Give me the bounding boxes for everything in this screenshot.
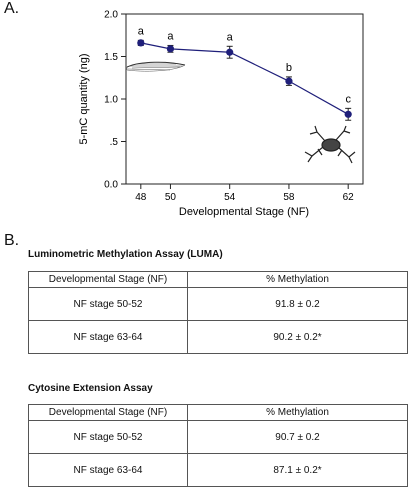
- data-point: [285, 77, 293, 85]
- y-tick-label: .5: [110, 137, 119, 148]
- y-tick-label: 1.5: [104, 52, 118, 63]
- plot-frame: [125, 13, 364, 185]
- panel-b-label: B.: [4, 232, 20, 249]
- significance-letter: a: [167, 30, 174, 42]
- column-header-stage: Developmental Stage (NF): [28, 271, 188, 288]
- series-line: [140, 42, 349, 115]
- methylation-cell: 90.7 ± 0.2: [187, 420, 408, 454]
- x-tick-label: 62: [343, 192, 355, 203]
- luma-title: Luminometric Methylation Assay (LUMA): [28, 249, 223, 260]
- stage-cell: NF stage 50-52: [28, 287, 188, 321]
- stage-cell: NF stage 63-64: [28, 453, 188, 487]
- data-point: [226, 48, 234, 56]
- data-point: [137, 39, 145, 47]
- froglet-illustration: [304, 125, 356, 164]
- cea-title: Cytosine Extension Assay: [28, 383, 153, 394]
- table-row: NF stage 63-64 90.2 ± 0.2*: [28, 320, 408, 354]
- x-axis-ticks: 48 50 54 58 62: [135, 184, 354, 203]
- methylation-chart: 0.0 .5 1.0 1.5 2.0 48 50 54 58 62 a a a b c Developm…: [78, 10, 364, 218]
- data-points: [137, 39, 352, 118]
- data-point: [166, 45, 175, 53]
- stage-cell: NF stage 50-52: [28, 420, 188, 454]
- significance-letter: a: [138, 25, 145, 37]
- x-tick-label: 48: [135, 192, 147, 203]
- significance-letters: a a a b c: [138, 25, 352, 105]
- significance-letter: a: [227, 31, 234, 43]
- column-header-methylation: % Methylation: [187, 271, 408, 288]
- methylation-cell: 91.8 ± 0.2: [187, 287, 408, 321]
- luma-table: Developmental Stage (NF) % Methylation N…: [28, 271, 408, 354]
- y-axis-label: 5-mC quantity (ng): [78, 53, 90, 144]
- y-axis-ticks: 0.0 .5 1.0 1.5 2.0: [104, 10, 126, 191]
- methylation-cell: 87.1 ± 0.2*: [187, 453, 408, 487]
- stage-cell: NF stage 63-64: [28, 320, 188, 354]
- x-tick-label: 54: [224, 192, 236, 203]
- methylation-cell: 90.2 ± 0.2*: [187, 320, 408, 354]
- column-header-stage: Developmental Stage (NF): [28, 404, 188, 421]
- table-row: NF stage 50-52 90.7 ± 0.2: [28, 420, 408, 454]
- table-header-row: Developmental Stage (NF) % Methylation: [28, 404, 408, 421]
- significance-letter: b: [286, 62, 292, 74]
- x-axis-label: Developmental Stage (NF): [179, 206, 309, 218]
- table-header-row: Developmental Stage (NF) % Methylation: [28, 271, 408, 288]
- cea-table: Developmental Stage (NF) % Methylation N…: [28, 404, 408, 487]
- tadpole-illustration: [126, 61, 186, 72]
- y-tick-label: 0.0: [104, 180, 118, 191]
- column-header-methylation: % Methylation: [187, 404, 408, 421]
- table-row: NF stage 63-64 87.1 ± 0.2*: [28, 453, 408, 487]
- x-tick-label: 50: [165, 192, 177, 203]
- data-point: [344, 110, 352, 118]
- table-row: NF stage 50-52 91.8 ± 0.2: [28, 287, 408, 321]
- significance-letter: c: [345, 93, 351, 105]
- x-tick-label: 58: [283, 192, 295, 203]
- y-tick-label: 1.0: [104, 95, 118, 106]
- y-tick-label: 2.0: [104, 10, 118, 21]
- panel-a-label: A.: [4, 0, 20, 17]
- series-polyline: [140, 42, 349, 115]
